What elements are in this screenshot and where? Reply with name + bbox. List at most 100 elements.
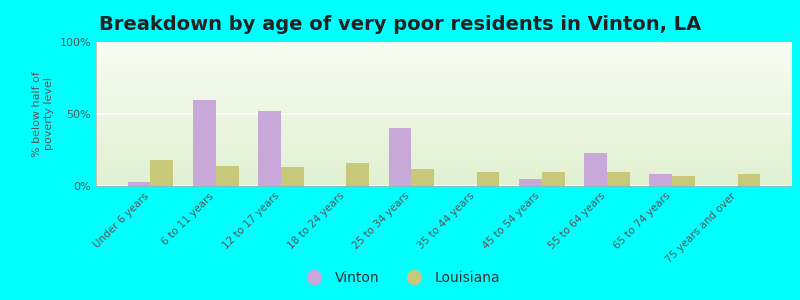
Bar xyxy=(584,153,607,186)
Bar xyxy=(96,118,792,120)
Bar xyxy=(96,159,792,160)
Bar xyxy=(96,133,792,134)
Bar xyxy=(389,128,411,186)
Bar xyxy=(258,111,281,186)
Bar xyxy=(96,84,792,85)
Bar xyxy=(96,105,792,107)
Bar xyxy=(96,114,792,116)
Bar xyxy=(96,156,792,157)
Bar xyxy=(96,64,792,65)
Bar xyxy=(96,179,792,180)
Bar xyxy=(96,62,792,64)
Bar xyxy=(96,53,792,55)
Bar xyxy=(96,100,792,101)
Bar xyxy=(542,172,565,186)
Bar xyxy=(96,161,792,163)
Bar xyxy=(96,103,792,104)
Bar xyxy=(96,82,792,84)
Bar xyxy=(96,125,792,127)
Bar xyxy=(96,91,792,92)
Bar xyxy=(96,124,792,125)
Bar xyxy=(150,160,174,186)
Bar xyxy=(96,172,792,173)
Bar xyxy=(96,89,792,91)
Bar xyxy=(96,98,792,100)
Bar xyxy=(96,143,792,144)
Bar xyxy=(96,176,792,177)
Bar xyxy=(96,108,792,110)
Bar xyxy=(96,55,792,56)
Bar xyxy=(96,87,792,88)
Bar xyxy=(96,128,792,130)
Bar xyxy=(96,146,792,147)
Bar xyxy=(96,101,792,103)
Bar xyxy=(193,100,216,186)
Bar xyxy=(96,183,792,184)
Bar xyxy=(96,42,792,44)
Bar xyxy=(607,172,630,186)
Bar xyxy=(96,46,792,48)
Bar xyxy=(96,74,792,75)
Legend: Vinton, Louisiana: Vinton, Louisiana xyxy=(294,265,506,290)
Bar xyxy=(96,141,792,143)
Bar xyxy=(96,45,792,46)
Bar xyxy=(96,160,792,161)
Bar xyxy=(96,65,792,67)
Bar xyxy=(96,76,792,78)
Bar xyxy=(96,69,792,71)
Bar xyxy=(346,163,369,186)
Bar xyxy=(672,176,695,186)
Bar xyxy=(96,180,792,182)
Bar xyxy=(96,164,792,166)
Bar xyxy=(519,179,542,186)
Bar xyxy=(96,51,792,52)
Bar xyxy=(96,177,792,179)
Bar xyxy=(96,52,792,53)
Bar xyxy=(96,59,792,61)
Bar xyxy=(96,184,792,186)
Bar xyxy=(96,157,792,159)
Bar xyxy=(216,166,238,186)
Bar xyxy=(96,97,792,98)
Bar xyxy=(650,175,672,186)
Bar xyxy=(96,61,792,62)
Bar xyxy=(96,80,792,81)
Bar xyxy=(96,169,792,170)
Bar xyxy=(96,81,792,82)
Bar xyxy=(96,107,792,108)
Bar xyxy=(96,150,792,152)
Bar xyxy=(96,67,792,68)
Bar xyxy=(96,120,792,121)
Bar xyxy=(96,137,792,139)
Bar xyxy=(96,136,792,137)
Bar xyxy=(96,104,792,105)
Y-axis label: % below half of
poverty level: % below half of poverty level xyxy=(32,71,54,157)
Bar xyxy=(96,110,792,111)
Bar xyxy=(96,121,792,123)
Bar xyxy=(96,78,792,80)
Bar xyxy=(96,48,792,49)
Bar xyxy=(96,75,792,76)
Bar xyxy=(96,85,792,87)
Bar xyxy=(96,49,792,51)
Bar xyxy=(96,139,792,140)
Bar xyxy=(281,167,304,186)
Bar xyxy=(96,68,792,69)
Bar xyxy=(96,112,792,114)
Bar xyxy=(96,94,792,95)
Bar xyxy=(738,175,760,186)
Bar xyxy=(96,140,792,141)
Bar xyxy=(96,144,792,146)
Bar xyxy=(96,152,792,153)
Bar xyxy=(96,166,792,167)
Bar xyxy=(96,147,792,148)
Bar xyxy=(96,71,792,72)
Bar xyxy=(96,163,792,164)
Bar xyxy=(96,116,792,117)
Bar xyxy=(96,56,792,58)
Bar xyxy=(96,153,792,154)
Bar xyxy=(411,169,434,186)
Bar xyxy=(96,182,792,183)
Bar xyxy=(96,127,792,128)
Bar xyxy=(96,175,792,176)
